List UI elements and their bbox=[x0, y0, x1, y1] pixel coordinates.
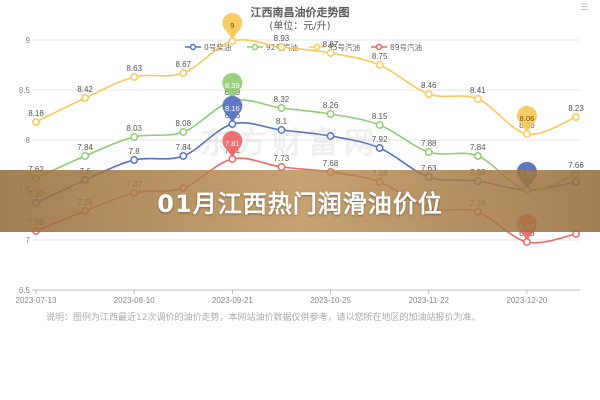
pin-marker bbox=[222, 72, 243, 99]
data-point bbox=[375, 144, 384, 152]
data-label: 7.84 bbox=[77, 143, 93, 152]
data-point bbox=[277, 43, 286, 51]
data-label: 8.32 bbox=[274, 95, 290, 104]
chart-title: 江西南昌油价走势图 bbox=[250, 6, 350, 19]
y-tick-label: 9 bbox=[26, 36, 31, 45]
footnote: 说明：图例为江西最近12次调价的油价走势，本网站油价数据仅供参考，请以您所在地区… bbox=[46, 313, 481, 323]
title-banner: 01月江西热门润滑油价位 bbox=[0, 170, 600, 232]
data-point bbox=[473, 95, 482, 103]
data-label: 8.23 bbox=[568, 104, 584, 113]
data-label: 8.03 bbox=[126, 124, 142, 133]
data-point bbox=[32, 118, 40, 126]
data-label: 8.18 bbox=[28, 109, 44, 118]
data-point bbox=[326, 49, 335, 57]
legend-label: 95号汽油 bbox=[328, 42, 360, 52]
data-point bbox=[572, 113, 580, 121]
data-label: 7.84 bbox=[175, 143, 191, 152]
legend-swatch-marker bbox=[313, 43, 321, 51]
data-point bbox=[277, 126, 286, 134]
legend-label: 89号汽油 bbox=[390, 42, 422, 52]
data-label: 8.08 bbox=[175, 119, 191, 128]
data-point bbox=[277, 104, 286, 112]
pin-marker bbox=[222, 130, 243, 157]
pin-label: 8.16 bbox=[225, 104, 240, 113]
data-label: 7.84 bbox=[470, 143, 486, 152]
data-point bbox=[130, 133, 139, 141]
data-point bbox=[81, 94, 90, 102]
x-tick-label: 2023-08-10 bbox=[114, 296, 155, 305]
data-label: 8.67 bbox=[175, 60, 191, 69]
data-label: 8.46 bbox=[421, 81, 437, 90]
data-point bbox=[473, 152, 482, 160]
data-label: 8.1 bbox=[276, 117, 288, 126]
data-point bbox=[179, 69, 188, 77]
data-label: 8.15 bbox=[372, 112, 388, 121]
y-tick-label: 8 bbox=[26, 136, 31, 145]
pin-label: 8.06 bbox=[520, 114, 535, 123]
legend-swatch-marker bbox=[375, 43, 383, 51]
x-tick-label: 2023-11-22 bbox=[409, 296, 450, 305]
data-point bbox=[130, 156, 139, 164]
data-point bbox=[424, 90, 433, 98]
pin-label: 8.39 bbox=[225, 81, 240, 90]
data-label: 8.26 bbox=[323, 101, 339, 110]
y-tick-label: 6.5 bbox=[19, 286, 31, 295]
data-label: 8.41 bbox=[470, 86, 486, 95]
data-point bbox=[326, 110, 335, 118]
data-label: 7.73 bbox=[274, 154, 290, 163]
pin-label: 7.81 bbox=[225, 139, 240, 148]
x-tick-label: 2023-07-13 bbox=[16, 296, 57, 305]
data-label: 8.42 bbox=[77, 85, 93, 94]
chart-unit: (单位：元/升) bbox=[269, 21, 331, 32]
pin-label: 9 bbox=[230, 21, 234, 30]
legend-swatch-marker bbox=[189, 43, 197, 51]
menu-icon[interactable]: ☰ bbox=[580, 2, 589, 12]
banner-title: 01月江西热门润滑油价位 bbox=[157, 190, 443, 218]
data-point bbox=[375, 121, 384, 129]
data-point bbox=[81, 152, 90, 160]
data-point bbox=[375, 61, 384, 69]
data-label: 8.75 bbox=[372, 52, 388, 61]
legend-label: 0号柴油 bbox=[204, 42, 231, 52]
watermark: 东方财富网 bbox=[200, 126, 380, 161]
data-point bbox=[179, 152, 188, 160]
pin-marker bbox=[516, 105, 537, 132]
y-tick-label: 7 bbox=[26, 236, 31, 245]
data-point bbox=[326, 132, 335, 140]
data-label: 7.8 bbox=[129, 147, 141, 156]
pin-marker bbox=[222, 95, 243, 122]
data-point bbox=[130, 73, 139, 81]
pin-marker bbox=[222, 12, 243, 39]
data-point bbox=[179, 128, 188, 136]
x-tick-label: 2023-09-21 bbox=[212, 296, 253, 305]
data-label: 7.88 bbox=[421, 139, 437, 148]
data-label: 7.66 bbox=[568, 161, 584, 170]
legend-swatch-marker bbox=[251, 43, 259, 51]
data-label: 7.92 bbox=[372, 135, 388, 144]
data-point bbox=[424, 148, 433, 156]
data-label: 8.93 bbox=[274, 34, 290, 43]
data-label: 8.87 bbox=[323, 40, 339, 49]
x-tick-label: 2023-10-25 bbox=[310, 296, 351, 305]
data-label: 8.63 bbox=[126, 64, 142, 73]
data-label: 7.68 bbox=[323, 159, 339, 168]
data-label: 7.62 bbox=[28, 165, 44, 174]
y-tick-label: 8.5 bbox=[19, 86, 31, 95]
data-label: 7.63 bbox=[421, 164, 437, 173]
x-tick-label: 2023-12-20 bbox=[506, 296, 547, 305]
series-line bbox=[35, 99, 577, 192]
